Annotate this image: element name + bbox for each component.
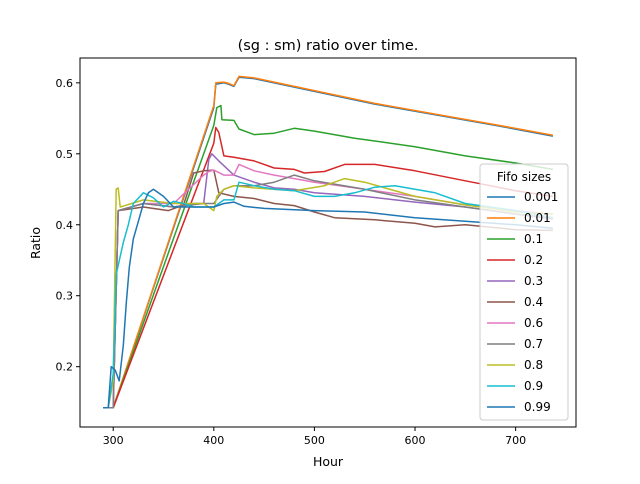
series-line-0.99 [103,188,553,409]
series-line-0.8 [103,177,553,409]
series-line-0.2 [103,126,554,409]
series-line-0.9 [103,181,554,409]
x-tick-label: 600 [405,434,426,447]
legend-box [479,163,569,421]
y-tick-label: 0.6 [56,77,74,90]
x-tick-label: 700 [505,434,526,447]
legend-label: 0.2 [524,253,543,267]
legend-label: 0.4 [524,295,543,309]
legend-label: 0.7 [524,337,543,351]
series-layer [103,75,554,409]
y-tick-label: 0.4 [56,219,74,232]
legend-label: 0.9 [524,379,543,393]
y-tick-label: 0.3 [56,290,74,303]
series-line-0.4 [103,169,553,409]
legend-label: 0.01 [524,211,551,225]
series-line-0.01 [103,75,554,409]
y-tick-label: 0.2 [56,361,74,374]
legend-title: Fifo sizes [497,170,551,184]
legend-entries: 0.001 0.01 0.1 0.2 0.3 0.4 0.6 0.7 0.8 0.9 0.99 [487,190,558,414]
y-axis-label: Ratio [28,227,43,259]
legend: Fifo sizes 0.0010.010.10.20.30.40.60.70.… [479,163,569,421]
y-tick-label: 0.5 [56,148,74,161]
x-tick-label: 300 [103,434,124,447]
legend-label: 0.001 [524,190,558,204]
plot-frame [79,57,577,428]
x-axis-label: Hour [313,454,344,469]
legend-label: 0.8 [524,358,543,372]
legend-label: 0.3 [524,274,543,288]
series-line-0.7 [103,174,553,409]
series-line-0.1 [103,104,554,409]
x-axis: 300 400 500 600 700 [103,427,526,447]
x-tick-label: 500 [304,434,325,447]
legend-label: 0.6 [524,316,543,330]
y-axis: 0.2 0.3 0.4 0.5 0.6 [56,77,80,374]
chart-title: (sg : sm) ratio over time. [238,38,419,54]
legend-label: 0.99 [524,400,551,414]
legend-label: 0.1 [524,232,543,246]
x-tick-label: 400 [203,434,224,447]
